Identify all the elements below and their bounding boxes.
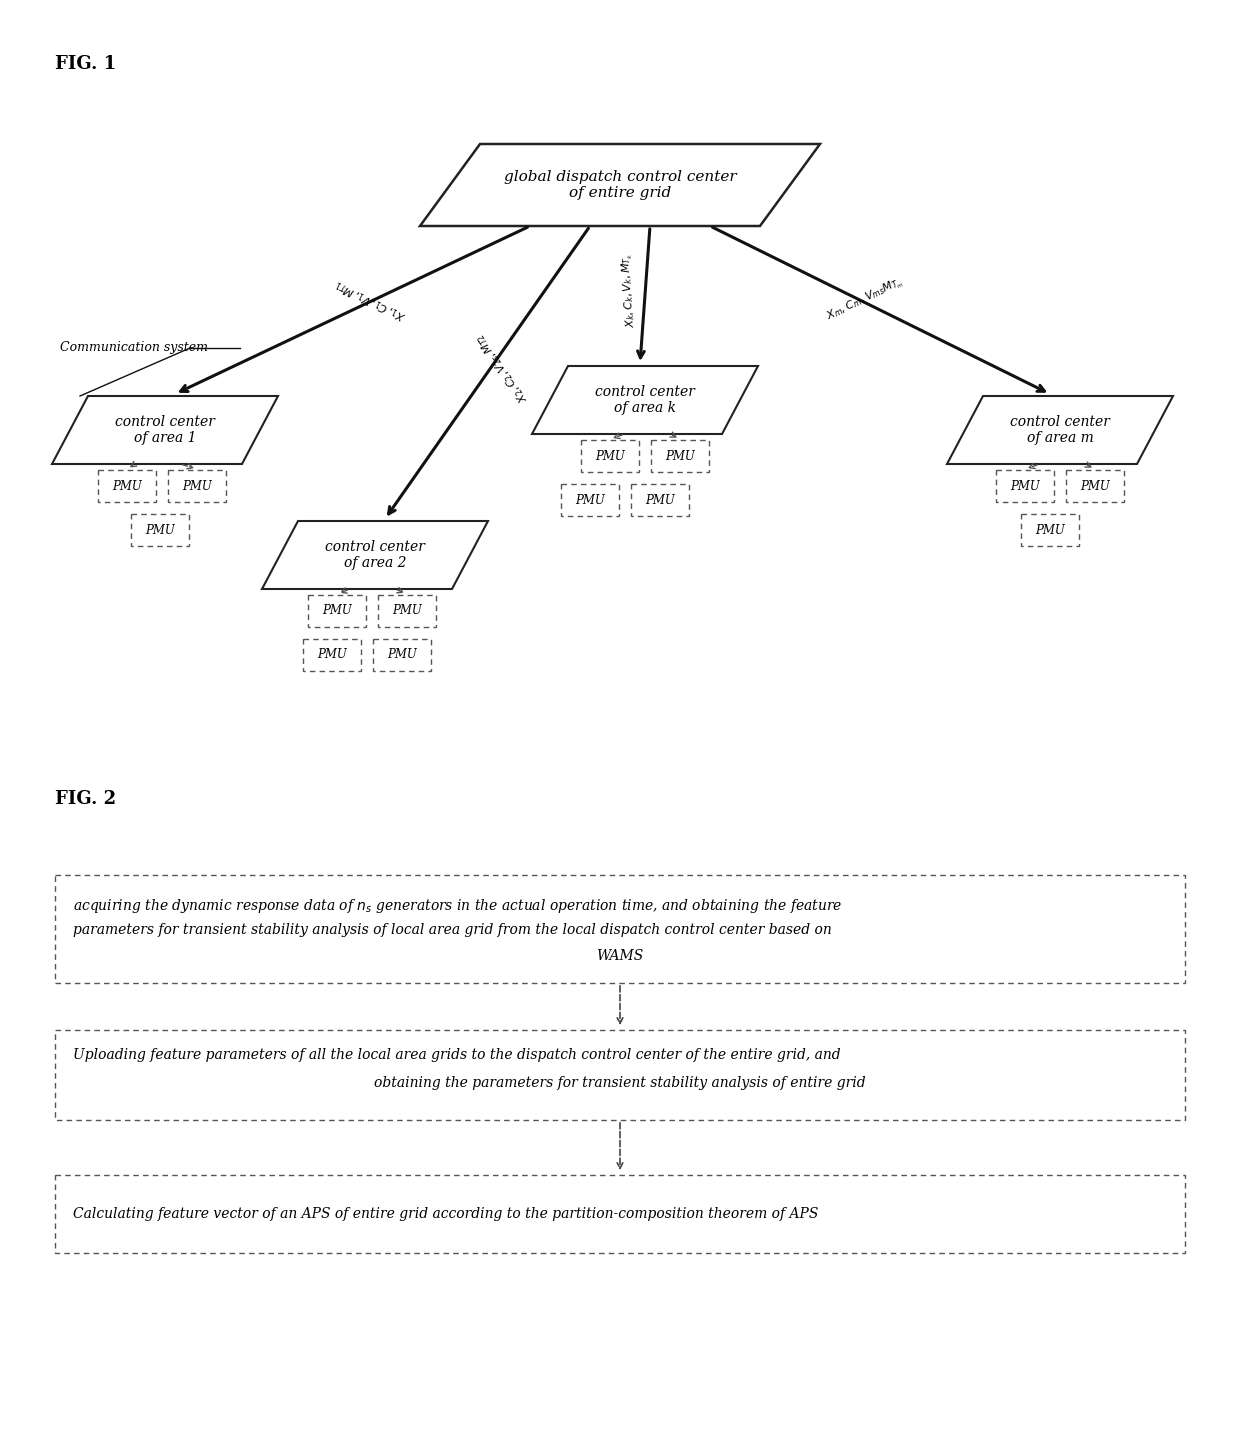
Text: PMU: PMU [1035,524,1065,537]
FancyBboxPatch shape [303,638,361,670]
Text: $X_1, C_1, V_1, M_{T1}$: $X_1, C_1, V_1, M_{T1}$ [332,277,408,322]
Text: PMU: PMU [392,605,422,618]
FancyBboxPatch shape [996,470,1054,502]
Text: PMU: PMU [145,524,175,537]
Polygon shape [420,144,820,226]
Text: PMU: PMU [387,649,417,662]
Text: obtaining the parameters for transient stability analysis of entire grid: obtaining the parameters for transient s… [374,1077,866,1090]
Text: $X_k, C_k, V_{k}, M_{T_{k}}$: $X_k, C_k, V_{k}, M_{T_{k}}$ [620,252,640,328]
Text: PMU: PMU [595,450,625,463]
Text: FIG. 1: FIG. 1 [55,55,117,73]
FancyBboxPatch shape [308,595,366,627]
FancyBboxPatch shape [378,595,436,627]
Polygon shape [532,366,758,434]
Text: Communication system: Communication system [60,341,208,354]
FancyBboxPatch shape [55,1175,1185,1254]
Text: Calculating feature vector of an APS of entire grid according to the partition-c: Calculating feature vector of an APS of … [73,1207,818,1220]
Text: WAMS: WAMS [596,949,644,963]
Text: PMU: PMU [665,450,694,463]
Polygon shape [947,396,1173,464]
FancyBboxPatch shape [167,470,226,502]
Text: PMU: PMU [112,479,141,492]
Text: PMU: PMU [1080,479,1110,492]
Text: control center
of area 1: control center of area 1 [115,415,215,445]
Text: PMU: PMU [322,605,352,618]
Text: PMU: PMU [317,649,347,662]
Text: FIG. 2: FIG. 2 [55,789,117,808]
Text: control center
of area k: control center of area k [595,385,694,415]
Text: Uploading feature parameters of all the local area grids to the dispatch control: Uploading feature parameters of all the … [73,1048,841,1062]
FancyBboxPatch shape [1066,470,1123,502]
FancyBboxPatch shape [651,440,709,472]
FancyBboxPatch shape [55,875,1185,982]
FancyBboxPatch shape [631,485,689,517]
Text: control center
of area m: control center of area m [1011,415,1110,445]
Text: control center
of area 2: control center of area 2 [325,540,425,570]
Text: $X_m, C_m, V_{ms}M_{T_m}$: $X_m, C_m, V_{ms}M_{T_m}$ [825,274,906,325]
FancyBboxPatch shape [98,470,156,502]
Text: PMU: PMU [1011,479,1040,492]
FancyBboxPatch shape [582,440,639,472]
FancyBboxPatch shape [373,638,432,670]
Text: PMU: PMU [575,493,605,506]
Polygon shape [262,521,489,589]
FancyBboxPatch shape [131,514,188,546]
Text: PMU: PMU [182,479,212,492]
Text: parameters for transient stability analysis of local area grid from the local di: parameters for transient stability analy… [73,923,832,937]
FancyBboxPatch shape [55,1030,1185,1120]
Polygon shape [52,396,278,464]
Text: global dispatch control center
of entire grid: global dispatch control center of entire… [503,170,737,200]
Text: $X_2, C_2, V_{2s}, M_{T2}$: $X_2, C_2, V_{2s}, M_{T2}$ [474,331,532,405]
Text: PMU: PMU [645,493,675,506]
Text: acquiring the dynamic response data of $n_s$ generators in the actual operation : acquiring the dynamic response data of $… [73,897,842,916]
FancyBboxPatch shape [1021,514,1079,546]
FancyBboxPatch shape [560,485,619,517]
